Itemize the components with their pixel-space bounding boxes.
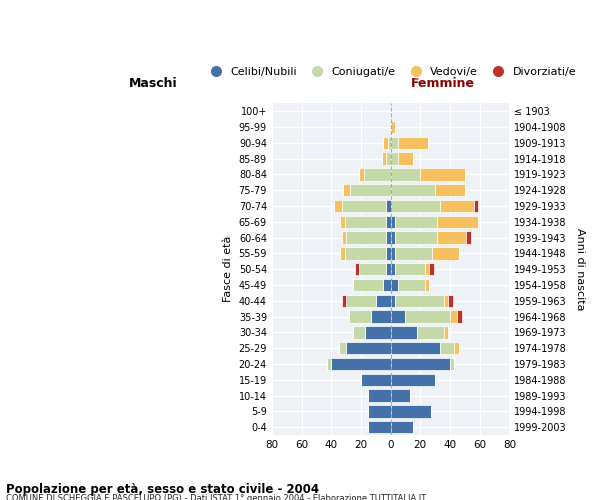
Bar bbox=[391, 421, 413, 434]
Bar bbox=[349, 310, 371, 323]
Bar bbox=[391, 326, 417, 338]
Bar bbox=[474, 200, 478, 212]
Bar bbox=[391, 406, 431, 417]
Bar bbox=[368, 406, 391, 417]
Bar bbox=[359, 168, 364, 180]
Text: Femmine: Femmine bbox=[411, 77, 475, 90]
Bar bbox=[437, 216, 478, 228]
Bar bbox=[391, 184, 435, 196]
Bar bbox=[331, 358, 391, 370]
Bar bbox=[391, 136, 398, 149]
Bar bbox=[420, 168, 465, 180]
Bar bbox=[341, 294, 346, 307]
Bar bbox=[466, 232, 471, 244]
Bar bbox=[346, 294, 376, 307]
Bar bbox=[364, 168, 391, 180]
Bar bbox=[346, 232, 386, 244]
Bar bbox=[440, 342, 454, 354]
Bar bbox=[391, 342, 440, 354]
Bar bbox=[386, 216, 391, 228]
Bar bbox=[350, 184, 391, 196]
Bar bbox=[386, 232, 391, 244]
Bar bbox=[395, 248, 432, 260]
Bar bbox=[391, 232, 395, 244]
Bar bbox=[365, 326, 391, 338]
Bar bbox=[334, 200, 341, 212]
Bar bbox=[388, 136, 391, 149]
Bar bbox=[395, 263, 425, 276]
Bar bbox=[386, 200, 391, 212]
Bar bbox=[371, 310, 391, 323]
Bar bbox=[383, 136, 388, 149]
Bar bbox=[437, 232, 466, 244]
Bar bbox=[454, 342, 459, 354]
Bar bbox=[406, 310, 450, 323]
Bar bbox=[417, 326, 444, 338]
Bar bbox=[395, 232, 437, 244]
Bar bbox=[391, 263, 395, 276]
Bar bbox=[386, 152, 391, 165]
Bar bbox=[341, 232, 346, 244]
Bar bbox=[340, 248, 344, 260]
Bar bbox=[398, 136, 428, 149]
Bar bbox=[391, 121, 395, 133]
Bar bbox=[457, 310, 462, 323]
Text: Popolazione per età, sesso e stato civile - 2004: Popolazione per età, sesso e stato civil… bbox=[6, 482, 319, 496]
Bar bbox=[391, 294, 395, 307]
Bar bbox=[444, 326, 448, 338]
Bar bbox=[346, 342, 391, 354]
Bar bbox=[450, 358, 454, 370]
Bar bbox=[341, 200, 386, 212]
Bar bbox=[355, 263, 359, 276]
Bar bbox=[338, 342, 346, 354]
Bar bbox=[429, 263, 434, 276]
Bar bbox=[386, 263, 391, 276]
Bar bbox=[432, 248, 459, 260]
Bar bbox=[386, 248, 391, 260]
Bar bbox=[425, 263, 429, 276]
Bar bbox=[448, 294, 453, 307]
Bar bbox=[398, 279, 425, 291]
Bar bbox=[353, 326, 365, 338]
Y-axis label: Fasce di età: Fasce di età bbox=[223, 236, 233, 302]
Bar bbox=[391, 390, 410, 402]
Bar bbox=[391, 200, 440, 212]
Bar bbox=[361, 374, 391, 386]
Bar bbox=[391, 248, 395, 260]
Text: Maschi: Maschi bbox=[129, 77, 178, 90]
Bar bbox=[382, 152, 386, 165]
Bar bbox=[391, 168, 420, 180]
Bar bbox=[391, 279, 398, 291]
Bar bbox=[353, 279, 383, 291]
Bar bbox=[435, 184, 465, 196]
Bar bbox=[359, 263, 386, 276]
Text: COMUNE DI SCHEGGIA E PASCELUPO (PG) - Dati ISTAT 1° gennaio 2004 - Elaborazione : COMUNE DI SCHEGGIA E PASCELUPO (PG) - Da… bbox=[6, 494, 426, 500]
Bar bbox=[425, 279, 429, 291]
Bar bbox=[444, 294, 448, 307]
Bar bbox=[343, 184, 350, 196]
Bar bbox=[398, 152, 413, 165]
Bar bbox=[344, 216, 386, 228]
Bar bbox=[327, 358, 331, 370]
Bar bbox=[340, 216, 344, 228]
Bar bbox=[368, 421, 391, 434]
Bar bbox=[391, 216, 395, 228]
Y-axis label: Anni di nascita: Anni di nascita bbox=[575, 228, 585, 310]
Bar bbox=[440, 200, 474, 212]
Bar bbox=[395, 216, 437, 228]
Bar bbox=[391, 310, 406, 323]
Bar bbox=[391, 152, 398, 165]
Bar bbox=[391, 374, 435, 386]
Bar bbox=[395, 294, 444, 307]
Bar bbox=[383, 279, 391, 291]
Bar bbox=[391, 358, 450, 370]
Bar bbox=[344, 248, 386, 260]
Legend: Celibi/Nubili, Coniugati/e, Vedovi/e, Divorziati/e: Celibi/Nubili, Coniugati/e, Vedovi/e, Di… bbox=[200, 62, 581, 82]
Bar bbox=[376, 294, 391, 307]
Bar bbox=[368, 390, 391, 402]
Bar bbox=[450, 310, 457, 323]
